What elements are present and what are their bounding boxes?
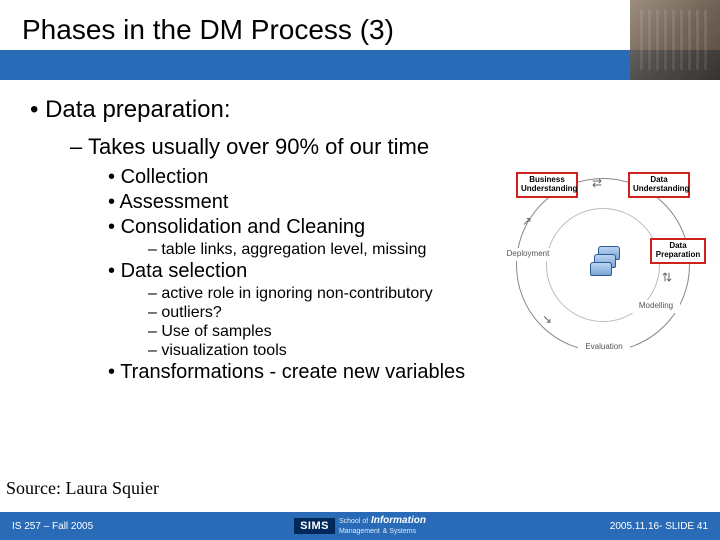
node-deployment: Deployment	[500, 248, 556, 261]
sims-logo-text: School of Information Management & Syste…	[339, 516, 426, 536]
source-attribution: Source: Laura Squier	[6, 478, 159, 499]
data-icon	[590, 246, 620, 280]
crisp-dm-diagram: Business Understanding Data Understandin…	[498, 160, 708, 360]
slide-title: Phases in the DM Process (3)	[0, 0, 720, 46]
arrow-icon: ↘	[542, 312, 552, 326]
bullet-l1: Data preparation:	[30, 96, 720, 124]
bullet-l2: Takes usually over 90% of our time	[70, 134, 720, 160]
arrow-icon: ↗	[522, 214, 532, 228]
node-modelling: Modelling	[632, 300, 680, 313]
node-business-understanding: Business Understanding	[516, 172, 578, 198]
footer-bar: IS 257 – Fall 2005 SIMS School of Inform…	[0, 512, 720, 540]
arrow-icon: ⇄	[592, 176, 602, 190]
node-evaluation: Evaluation	[578, 341, 630, 354]
bullet-l3: Transformations - create new variables	[108, 361, 720, 384]
footer-logo: SIMS School of Information Management & …	[294, 516, 426, 536]
sims-logo-box: SIMS	[294, 518, 335, 534]
footer-left: IS 257 – Fall 2005	[12, 521, 93, 532]
node-data-understanding: Data Understanding	[628, 172, 690, 198]
node-data-preparation: Data Preparation	[650, 238, 706, 264]
footer-right: 2005.11.16- SLIDE 41	[610, 521, 708, 532]
arrow-icon: ⇄	[660, 272, 674, 282]
